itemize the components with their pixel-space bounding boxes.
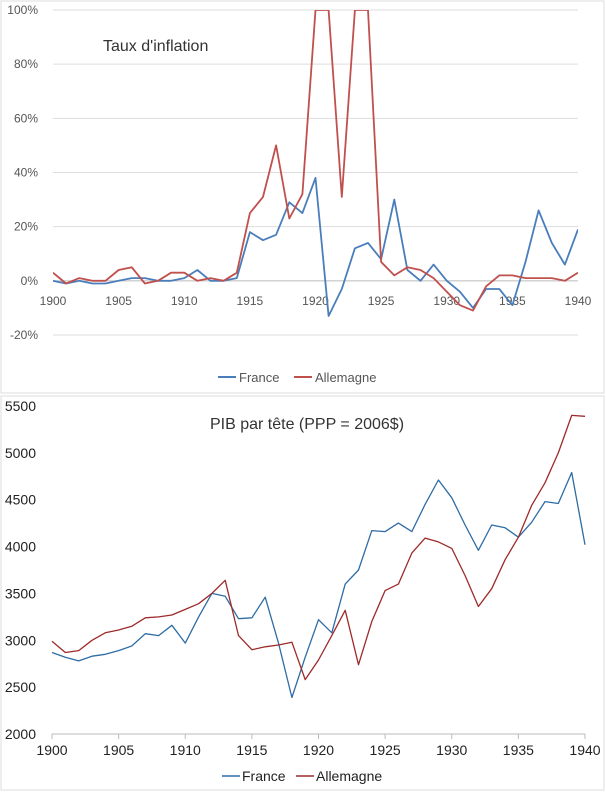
inflation-series [53,10,578,317]
y-tick-label: 0% [21,274,39,288]
legend-allemagne-label: Allemagne [316,768,382,784]
x-tick-label: 1925 [370,742,401,758]
x-tick-label: 1910 [171,294,198,308]
gdp-series [51,414,586,699]
inflation-gridlines [53,9,578,336]
legend-france-label: France [242,768,286,784]
y-tick-label: 4000 [5,539,36,555]
x-tick-label: 1930 [436,742,467,758]
y-tick-label: 40% [14,166,38,180]
inflation-x-tick-labels: 1900 1905 1910 1915 1920 1925 1930 1935 1940 [40,294,592,308]
y-tick-label: 80% [14,57,38,71]
x-tick-label: 1915 [236,742,267,758]
legend-allemagne-label: Allemagne [315,370,376,385]
x-tick-label: 1940 [565,294,592,308]
x-tick-label: 1905 [103,742,134,758]
x-tick-label: 1915 [237,294,264,308]
series-line-allemagne [51,414,586,681]
inflation-chart-frame [0,0,605,394]
x-tick-label: 1920 [303,742,334,758]
y-tick-label: 20% [14,220,38,234]
y-tick-label: 3500 [5,585,36,601]
gdp-chart-frame [0,395,605,791]
gdp-chart-title: PIB par tête (PPP = 2006$) [210,416,404,433]
x-tick-label: 1910 [170,742,201,758]
gdp-x-tick-labels: 1900 1905 1910 1915 1920 1925 1930 1935 1940 [36,734,601,758]
inflation-chart: -20% 0% 20% 40% 60% 80% 100% 1900 1905 1910 1915 1… [0,0,605,394]
gdp-y-tick-labels: 2000 2500 3000 3500 4000 4500 5000 5500 [5,398,36,742]
x-tick-label: 1900 [40,294,67,308]
y-tick-label: 5000 [5,445,36,461]
x-tick-label: 1930 [433,294,460,308]
x-tick-label: 1920 [302,294,329,308]
y-tick-label: 5500 [5,398,36,414]
y-tick-label: 2000 [5,726,36,742]
y-tick-label: 4500 [5,492,36,508]
x-tick-label: 1925 [368,294,395,308]
x-tick-label: 1905 [105,294,132,308]
y-tick-label: 3000 [5,632,36,648]
series-line-allemagne [53,10,578,312]
inflation-y-tick-labels: -20% 0% 20% 40% 60% 80% 100% [7,3,38,342]
y-tick-label: 2500 [5,679,36,695]
y-tick-label: -20% [10,328,38,342]
inflation-legend: France Allemagne [218,370,376,385]
inflation-chart-title: Taux d'inflation [103,38,208,55]
x-tick-label: 1900 [36,742,67,758]
y-tick-label: 60% [14,111,38,125]
series-line-france [51,471,586,699]
legend-france-label: France [239,370,279,385]
y-tick-label: 100% [7,3,38,17]
gdp-legend: France Allemagne [222,768,382,784]
x-tick-label: 1940 [569,742,600,758]
x-tick-label: 1935 [503,742,534,758]
